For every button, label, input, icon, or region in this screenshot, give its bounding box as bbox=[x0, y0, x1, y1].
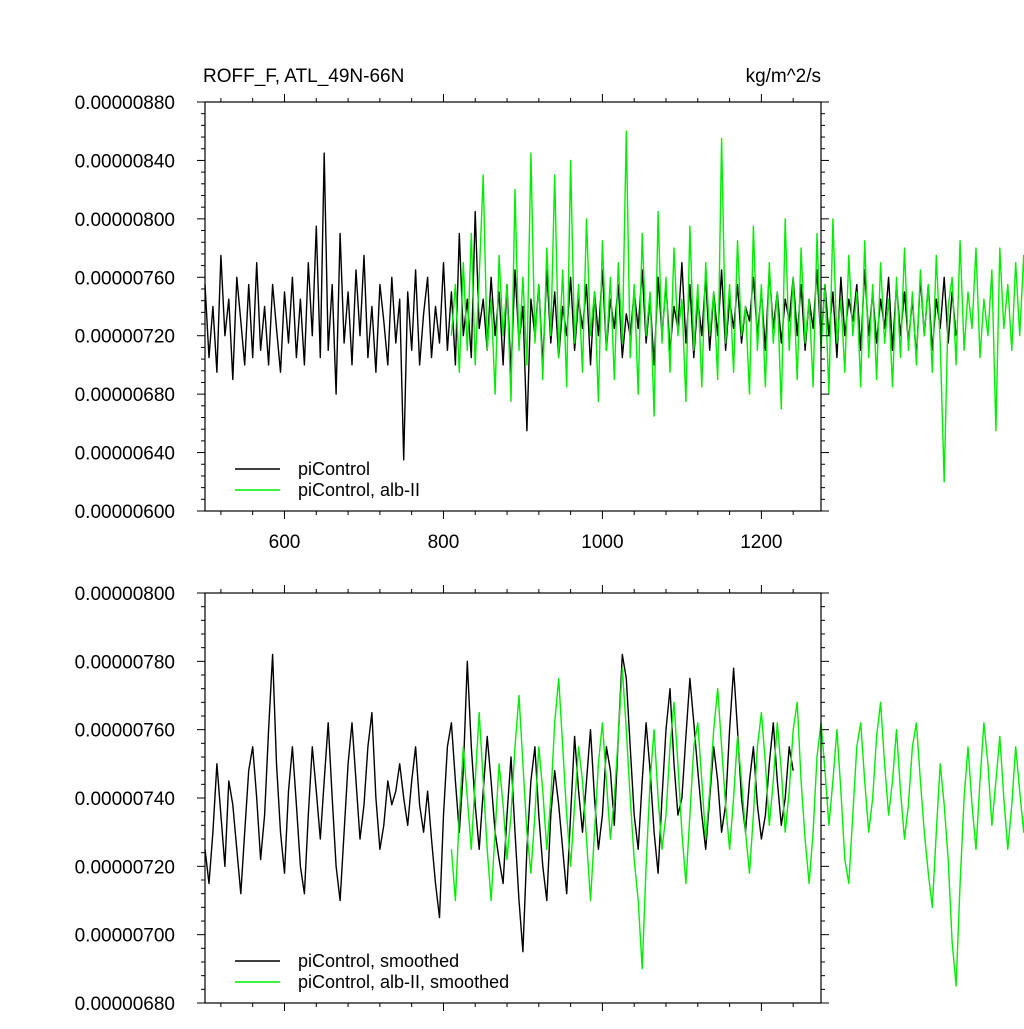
y-tick-label-1-3: 0.00000740 bbox=[75, 789, 175, 810]
top-title-right: kg/m^2/s bbox=[746, 66, 821, 87]
y-tick-label-0-1: 0.00000640 bbox=[75, 444, 175, 465]
legend-label-picontrol: piControl bbox=[298, 459, 370, 479]
legend-label-alb-ii: piControl, alb-II bbox=[298, 480, 420, 500]
y-tick-label-1-2: 0.00000720 bbox=[75, 857, 175, 878]
top-title-left: ROFF_F, ATL_49N-66N bbox=[203, 66, 404, 87]
series-line-1-0 bbox=[204, 653, 794, 953]
y-tick-label-1-1: 0.00000700 bbox=[75, 926, 175, 947]
y-tick-label-0-3: 0.00000720 bbox=[75, 327, 175, 348]
y-tick-label-0-2: 0.00000680 bbox=[75, 385, 175, 406]
legend-label-alb-ii-smoothed: piControl, alb-II, smoothed bbox=[298, 972, 509, 992]
y-tick-label-1-5: 0.00000780 bbox=[75, 652, 175, 673]
bottom-legend: piControl, smoothed piControl, alb-II, s… bbox=[235, 951, 509, 992]
x-tick-label-0-2: 1000 bbox=[581, 532, 623, 553]
y-tick-label-0-0: 0.00000600 bbox=[75, 502, 175, 523]
plot-frame-0 bbox=[204, 101, 822, 512]
x-tick-label-0-0: 600 bbox=[269, 532, 301, 553]
series-line-0-0 bbox=[204, 152, 957, 461]
y-tick-label-1-4: 0.00000760 bbox=[75, 721, 175, 742]
y-tick-label-0-5: 0.00000800 bbox=[75, 210, 175, 231]
legend-label-picontrol-smoothed: piControl, smoothed bbox=[298, 951, 459, 971]
x-tick-label-0-1: 800 bbox=[428, 532, 460, 553]
series-line-0-1 bbox=[450, 130, 1024, 483]
y-tick-label-1-0: 0.00000680 bbox=[75, 994, 175, 1015]
series-line-1-1 bbox=[450, 667, 1024, 987]
x-tick-label-0-3: 1200 bbox=[740, 532, 782, 553]
top-legend: piControl piControl, alb-II bbox=[235, 459, 420, 500]
y-tick-label-0-7: 0.00000880 bbox=[75, 93, 175, 114]
y-tick-label-1-6: 0.00000800 bbox=[75, 584, 175, 605]
y-tick-label-0-6: 0.00000840 bbox=[75, 151, 175, 172]
top-plot-area: 0.00000600 0.00000640 0.00000680 0.00000720… bbox=[75, 93, 1024, 553]
top-panel: ROFF_F, ATL_49N-66N kg/m^2/s 0.000006000… bbox=[75, 66, 1024, 553]
y-tick-label-0-4: 0.00000760 bbox=[75, 268, 175, 289]
bottom-panel: 0.00000680 0.00000700 0.00000720 0.00000740… bbox=[75, 584, 1024, 1015]
bottom-plot-area: 0.00000680 0.00000700 0.00000720 0.00000740… bbox=[75, 584, 1024, 1015]
